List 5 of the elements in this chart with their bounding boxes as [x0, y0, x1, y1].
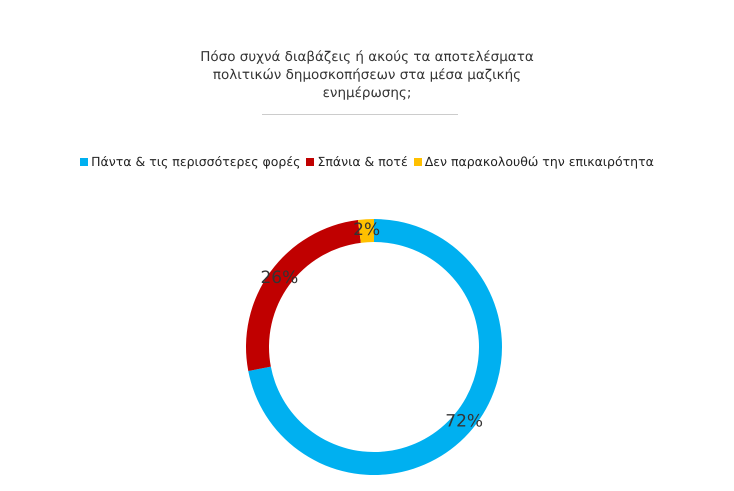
legend-label: Σπάνια & ποτέ	[316, 154, 408, 169]
chart-title: Πόσο συχνά διαβάζεις ή ακούς τα αποτελέσματα πολιτικών δημοσκοπήσεων στα μέσα μαζικής ενημέρωσης;	[199, 48, 535, 102]
legend-label: Πάντα & τις περισσότερες φορές	[90, 154, 300, 169]
donut-slice	[248, 219, 502, 475]
legend-label: Δεν παρακολουθώ την επικαιρότητα	[424, 154, 654, 169]
